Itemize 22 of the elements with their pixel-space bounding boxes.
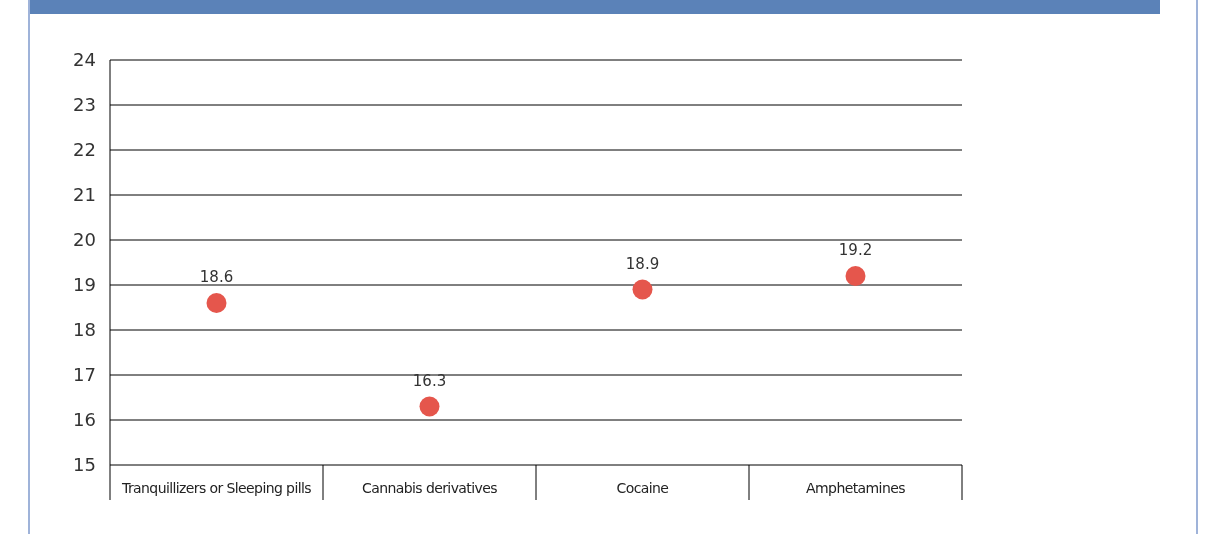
- y-tick-label: 23: [73, 94, 96, 116]
- x-tick-label: Cocaine: [616, 480, 669, 496]
- data-label: 16.3: [412, 371, 447, 390]
- point: [206, 293, 227, 313]
- data-label: 18.9: [625, 254, 660, 273]
- y-tick-label: 15: [73, 454, 96, 476]
- y-tick-label: 18: [73, 319, 96, 341]
- y-tick-label: 22: [73, 139, 96, 161]
- point: [632, 279, 653, 300]
- y-tick-label: 24: [73, 49, 96, 71]
- point: [419, 396, 440, 417]
- x-tick-label: Tranquillizers or Sleeping pills: [121, 480, 312, 496]
- data-label: 18.6: [199, 268, 234, 287]
- y-tick-label: 20: [73, 229, 96, 251]
- y-tick-label: 16: [73, 409, 96, 431]
- y-tick-label: 17: [73, 364, 96, 386]
- y-tick-label: 19: [73, 274, 96, 296]
- x-tick-label: Amphetamines: [806, 480, 906, 496]
- y-tick-label: 21: [73, 184, 96, 206]
- data-label: 19.2: [838, 241, 873, 260]
- x-tick-label: Cannabis derivatives: [362, 480, 498, 496]
- point: [845, 266, 866, 286]
